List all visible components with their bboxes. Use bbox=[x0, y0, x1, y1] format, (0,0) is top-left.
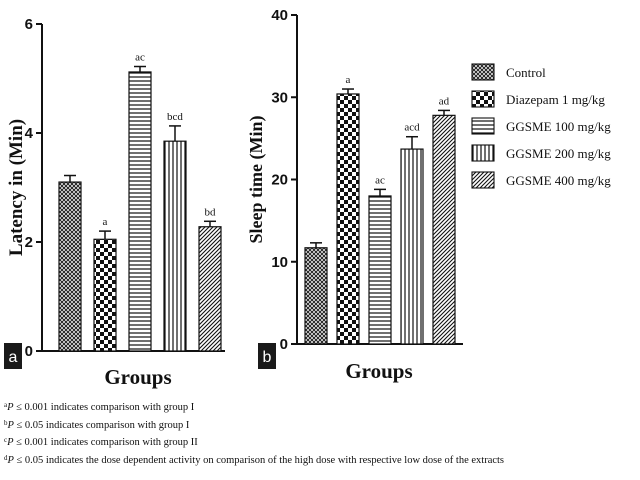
legend-label: GGSME 400 mg/kg bbox=[506, 173, 611, 188]
legend-label: Diazepam 1 mg/kg bbox=[506, 92, 605, 107]
y-tick-label: 40 bbox=[271, 7, 288, 24]
footnote-p: P bbox=[7, 437, 14, 448]
y-axis-title: Latency in (Min) bbox=[6, 119, 27, 256]
significance-label: ac bbox=[375, 174, 385, 186]
footnote: bP ≤ 0.05 indicates comparison with grou… bbox=[4, 416, 636, 434]
y-axis-title: Sleep time (Min) bbox=[246, 116, 267, 244]
y-tick-label: 0 bbox=[280, 336, 288, 353]
legend-label: GGSME 200 mg/kg bbox=[506, 146, 611, 161]
panel-label-box bbox=[258, 343, 276, 369]
panel-label: b bbox=[263, 349, 272, 366]
y-tick-label: 4 bbox=[25, 125, 34, 142]
footnote-marker: c bbox=[4, 436, 8, 444]
footnote-marker: d bbox=[4, 453, 8, 462]
legend-swatch-horizontal bbox=[471, 117, 495, 135]
y-tick-label: 30 bbox=[271, 89, 288, 106]
legend-swatch-diagonal bbox=[471, 171, 495, 189]
panel-label: a bbox=[9, 349, 18, 366]
footnote: aP ≤ 0.001 indicates comparison with gro… bbox=[4, 398, 636, 416]
legend-swatch-crosshatch bbox=[471, 63, 495, 81]
footnote-p: P bbox=[7, 402, 14, 413]
panel-label-box bbox=[4, 343, 22, 369]
footnote: dP ≤ 0.05 indicates the dose dependent a… bbox=[4, 451, 636, 469]
footnotes: aP ≤ 0.001 indicates comparison with gro… bbox=[4, 398, 636, 468]
footnote-text: ≤ 0.001 indicates comparison with group … bbox=[13, 402, 195, 413]
bar-3 bbox=[368, 195, 392, 345]
significance-label: a bbox=[103, 216, 108, 228]
bar-1 bbox=[58, 181, 82, 352]
bar-1 bbox=[304, 247, 328, 345]
significance-label: bd bbox=[205, 206, 217, 218]
significance-label: acd bbox=[404, 122, 420, 134]
bar-3 bbox=[128, 71, 152, 352]
bar-4 bbox=[163, 140, 187, 352]
y-tick-label: 20 bbox=[271, 172, 288, 189]
chart-latency: 0 2 4 6 a ac bcd bd Latency in (Min) Groups a bbox=[4, 16, 225, 389]
x-axis-title: Groups bbox=[345, 359, 412, 383]
significance-label: bcd bbox=[167, 111, 183, 123]
legend-label: Control bbox=[506, 65, 546, 80]
legend: Control Diazepam 1 mg/kg GGSME 100 mg/kg GG… bbox=[471, 63, 611, 189]
footnote-p: P bbox=[7, 454, 14, 466]
significance-label: ac bbox=[135, 52, 145, 64]
y-tick-label: 6 bbox=[25, 16, 33, 33]
y-tick-label: 2 bbox=[25, 234, 33, 251]
footnote-text: ≤ 0.05 indicates comparison with group I bbox=[13, 419, 190, 431]
x-axis-title: Groups bbox=[104, 365, 171, 389]
legend-swatch-vertical bbox=[471, 144, 495, 162]
legend-label: GGSME 100 mg/kg bbox=[506, 119, 611, 134]
footnote-marker: b bbox=[4, 418, 8, 427]
footnote: cP ≤ 0.001 indicates comparison with gro… bbox=[4, 433, 636, 451]
y-tick-label: 10 bbox=[271, 254, 288, 271]
bar-2 bbox=[93, 238, 117, 352]
chart-canvas: 0 2 4 6 a ac bcd bd Latency in (Min) Groups a 0 10 2… bbox=[4, 7, 611, 389]
footnote-p: P bbox=[7, 419, 14, 431]
bar-5 bbox=[198, 226, 222, 352]
chart-sleep-time: 0 10 20 30 40 a ac acd ad Sleep time (Min) Groups b bbox=[246, 7, 463, 383]
significance-label: ad bbox=[439, 95, 450, 107]
bar-4 bbox=[400, 148, 424, 345]
footnote-text: ≤ 0.001 indicates comparison with group … bbox=[13, 437, 198, 448]
footnote-text: ≤ 0.05 indicates the dose dependent acti… bbox=[13, 454, 505, 466]
significance-label: a bbox=[346, 74, 351, 86]
y-tick-label: 0 bbox=[25, 343, 33, 360]
legend-swatch-checker bbox=[471, 90, 495, 108]
footnote-marker: a bbox=[4, 401, 8, 409]
bar-5 bbox=[432, 114, 456, 345]
bar-2 bbox=[336, 93, 360, 345]
